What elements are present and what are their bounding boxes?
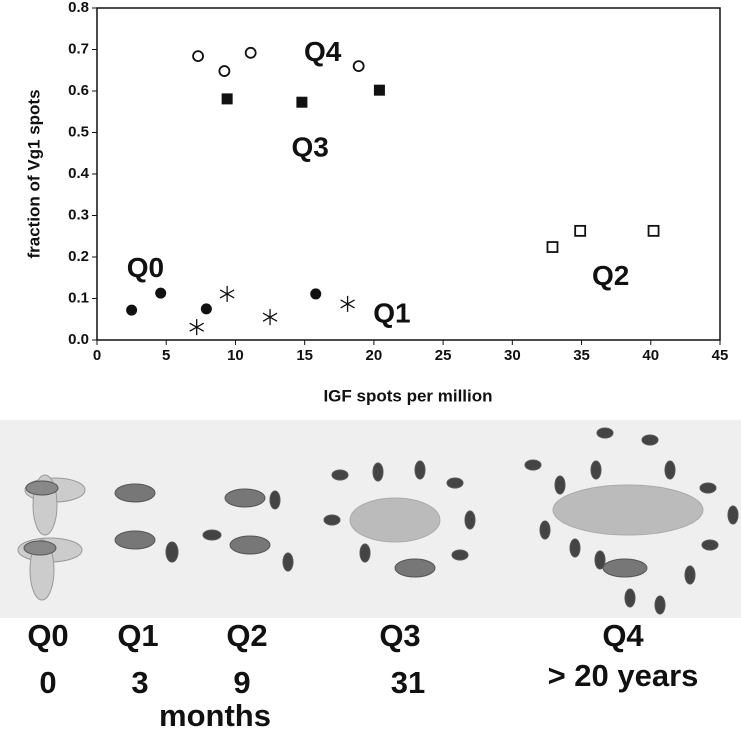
y-tick-label: 0.0 [68, 331, 89, 348]
x-tick-label: 10 [227, 347, 244, 364]
y-tick-label: 0.6 [68, 82, 89, 99]
point [310, 288, 322, 300]
y-tick-label: 0.8 [68, 0, 89, 16]
x-tick-label: 40 [642, 347, 659, 364]
stage-time: 0 [39, 665, 56, 700]
point [373, 84, 385, 96]
point [155, 287, 167, 299]
point [574, 224, 587, 237]
point [189, 319, 205, 336]
annotation: Q4 [304, 36, 342, 67]
annotation: Q3 [292, 131, 329, 162]
annotation: Q2 [592, 260, 629, 291]
stage-label: Q3 [379, 618, 420, 653]
y-tick-label: 0.5 [68, 123, 89, 140]
y-tick-label: 0.7 [68, 40, 89, 57]
stage-time: 9 [233, 665, 250, 700]
y-axis-label: fraction of Vg1 spots [24, 89, 43, 258]
point [352, 60, 365, 72]
time-unit: months [159, 698, 271, 733]
y-tick-label: 0.4 [68, 165, 90, 182]
x-tick-label: 45 [712, 347, 729, 364]
y-tick-label: 0.3 [68, 206, 89, 223]
point [340, 295, 355, 312]
point [546, 241, 559, 253]
x-tick-label: 5 [162, 347, 170, 364]
x-tick-label: 20 [366, 347, 383, 364]
point [192, 50, 204, 63]
x-tick-label: 35 [573, 347, 590, 364]
x-axis-label: IGF spots per million [323, 386, 492, 405]
stage-label: Q4 [602, 618, 644, 653]
point [219, 285, 235, 302]
y-tick-label: 0.2 [68, 248, 89, 265]
y-tick-label: 0.1 [68, 289, 89, 306]
stage-label: Q1 [117, 618, 158, 653]
point [244, 46, 257, 59]
stage-label: Q0 [27, 618, 68, 653]
illustration [17, 427, 739, 615]
stage-time: 3 [131, 665, 148, 700]
point [221, 93, 233, 105]
x-tick-label: 15 [296, 347, 313, 364]
x-tick-label: 30 [504, 347, 521, 364]
point [126, 304, 138, 316]
point [200, 303, 212, 315]
point [647, 224, 660, 237]
annotation: Q1 [373, 297, 410, 328]
point [262, 309, 278, 326]
point [296, 96, 308, 108]
annotation: Q0 [127, 252, 164, 283]
x-tick-label: 0 [93, 347, 101, 364]
stage-time: > 20 years [548, 658, 699, 693]
x-tick-label: 25 [435, 347, 452, 364]
stage-time: 31 [391, 665, 425, 700]
stage-label: Q2 [226, 618, 267, 653]
point [218, 65, 231, 77]
